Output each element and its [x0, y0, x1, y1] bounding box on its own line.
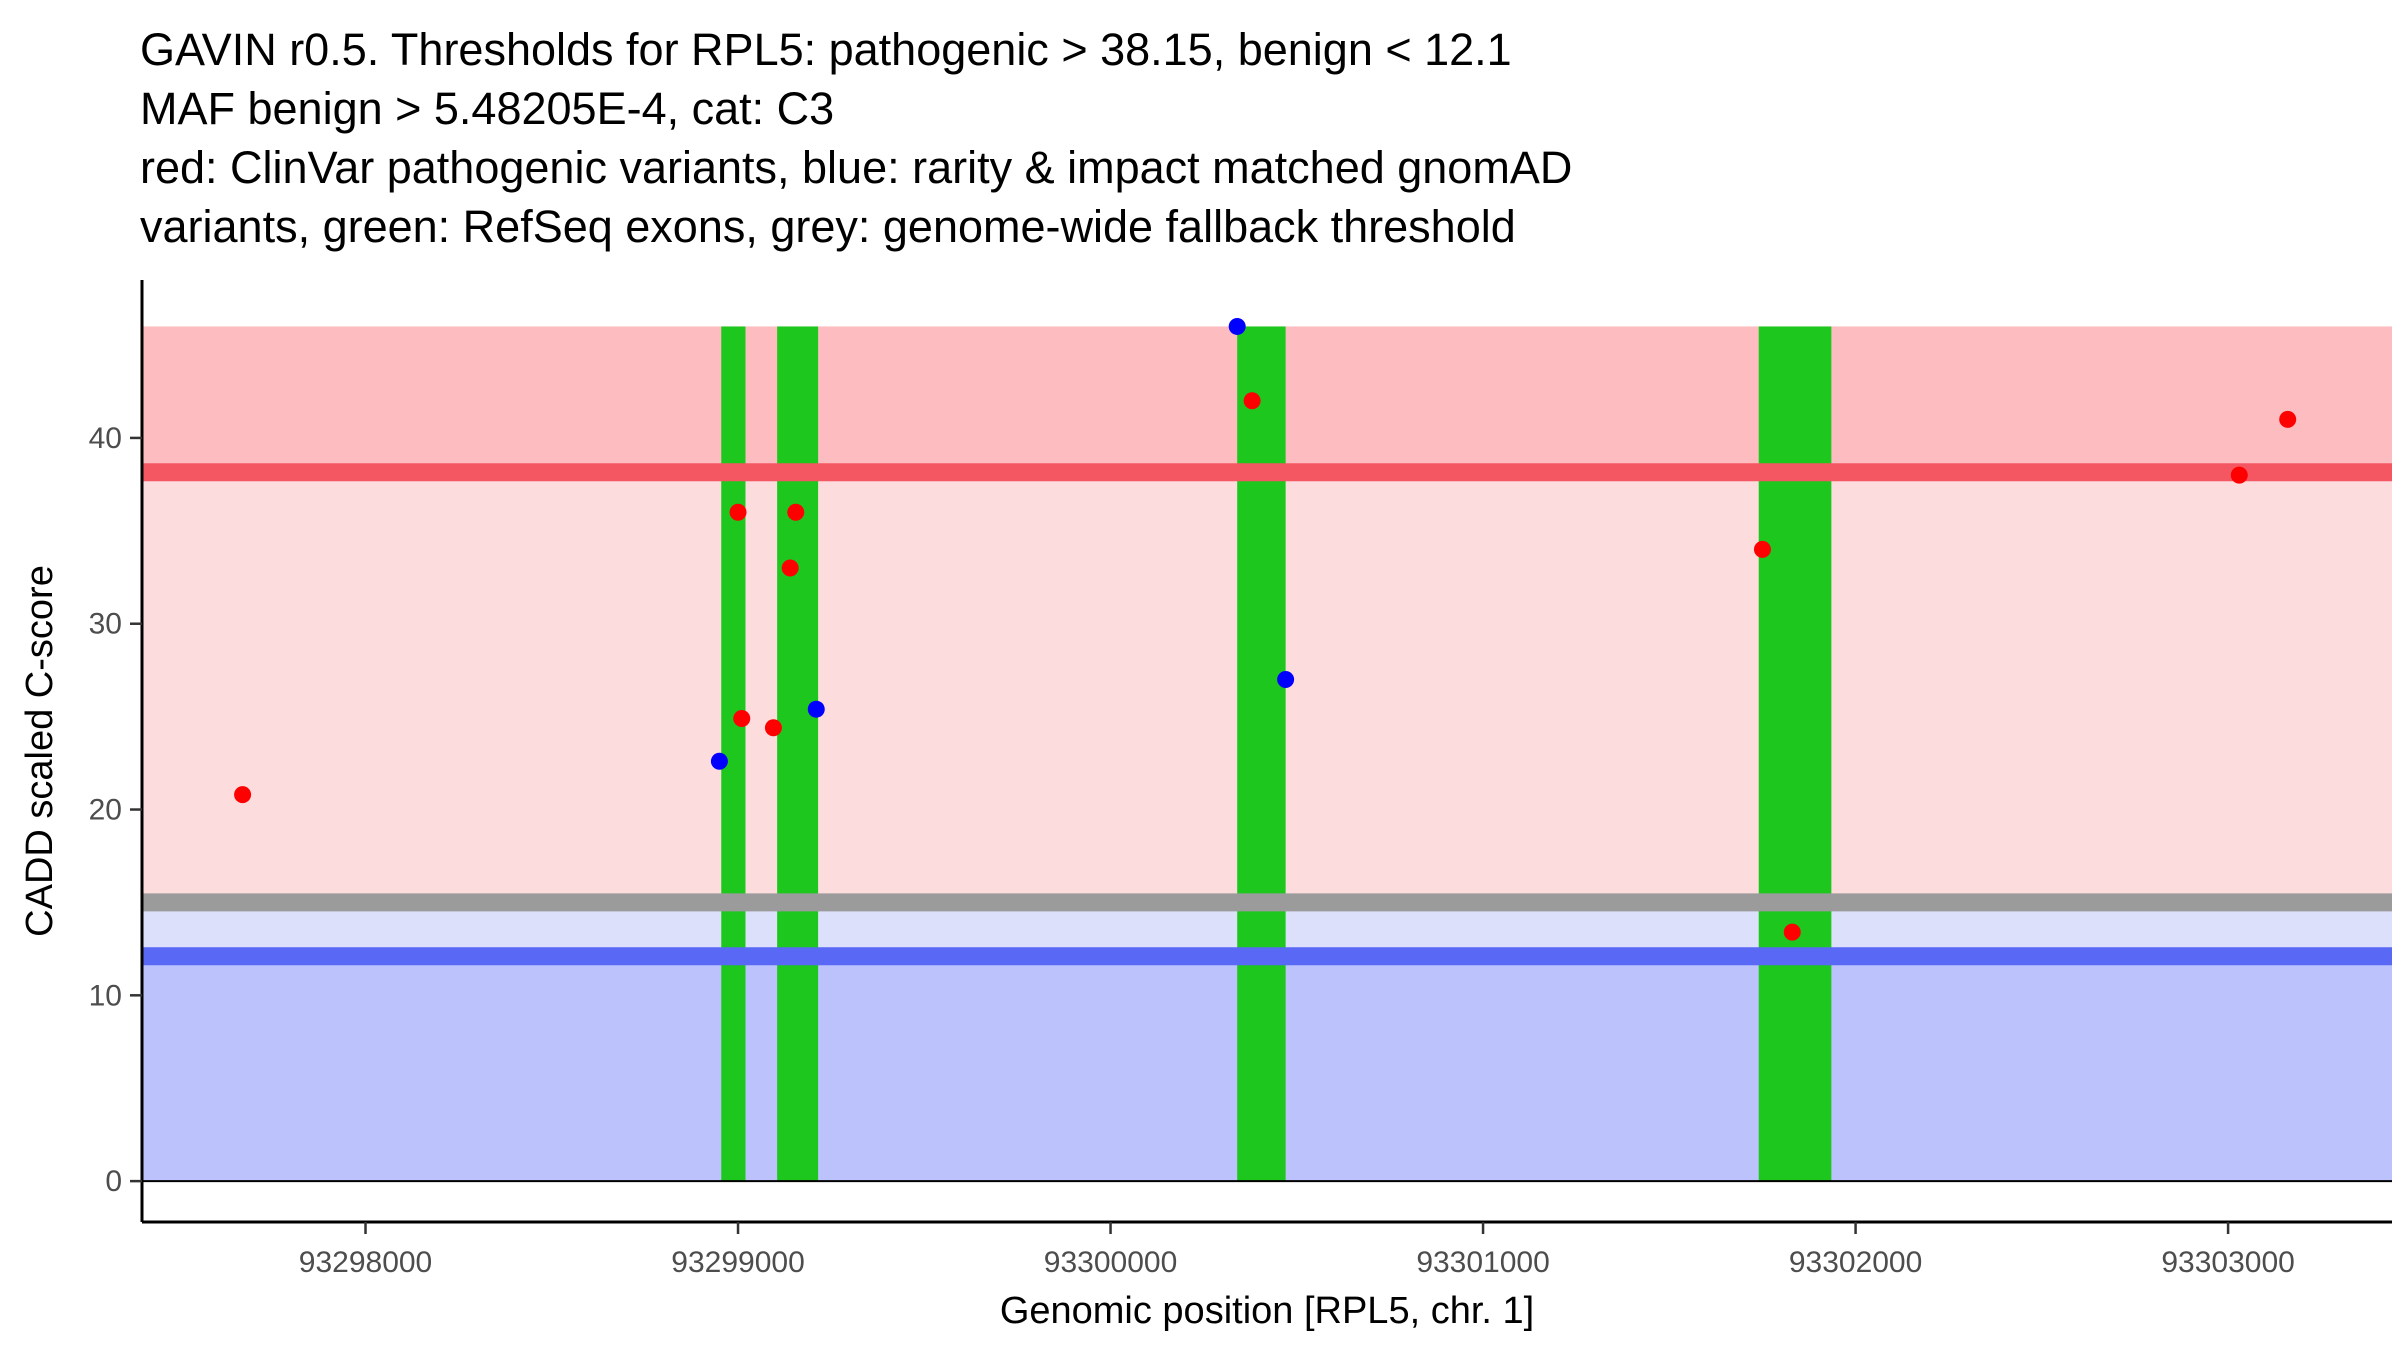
x-tick-label-93303000: 93303000 — [2161, 1246, 2294, 1279]
exon-bar-3 — [1237, 326, 1286, 1182]
title-line-3: red: ClinVar pathogenic variants, blue: … — [140, 142, 1573, 193]
clinvar-point-1 — [234, 786, 252, 804]
y-tick-label-30: 30 — [89, 608, 122, 641]
clinvar-point-10 — [2230, 466, 2248, 484]
y-tick-label-10: 10 — [89, 979, 122, 1012]
chart-title: GAVIN r0.5. Thresholds for RPL5: pathoge… — [140, 20, 1572, 256]
clinvar-point-8 — [1753, 540, 1771, 558]
title-line-1: GAVIN r0.5. Thresholds for RPL5: pathoge… — [140, 24, 1512, 75]
title-line-4: variants, green: RefSeq exons, grey: gen… — [140, 201, 1516, 252]
clinvar-point-5 — [781, 559, 799, 577]
exon-bar-2 — [777, 326, 819, 1182]
threshold-lines — [142, 463, 2392, 1183]
clinvar-point-9 — [1783, 923, 1801, 941]
y-tick-label-40: 40 — [89, 422, 122, 455]
x-axis-ticks: 93298000 93299000 93300000 93301000 93302000… — [299, 1222, 2295, 1279]
x-tick-label-93298000: 93298000 — [299, 1246, 432, 1279]
clinvar-point-3 — [733, 709, 751, 727]
clinvar-point-11 — [2279, 410, 2297, 428]
exon-bar-1 — [721, 326, 746, 1182]
gnomad-point-3 — [1228, 317, 1246, 335]
x-tick-label-93302000: 93302000 — [1789, 1246, 1922, 1279]
gnomad-point-1 — [710, 752, 728, 770]
y-tick-label-20: 20 — [89, 794, 122, 827]
x-axis-title: Genomic position [RPL5, chr. 1] — [1000, 1290, 1534, 1332]
clinvar-point-6 — [787, 503, 805, 521]
gnomad-point-4 — [1277, 670, 1295, 688]
data-points — [234, 317, 2297, 941]
clinvar-point-4 — [764, 719, 782, 737]
x-tick-label-93300000: 93300000 — [1044, 1246, 1177, 1279]
y-axis-title: CADD scaled C-score — [19, 565, 61, 937]
x-tick-label-93301000: 93301000 — [1416, 1246, 1549, 1279]
clinvar-point-7 — [1243, 392, 1261, 410]
y-tick-label-0: 0 — [105, 1165, 122, 1198]
exon-bar-4 — [1758, 326, 1832, 1182]
gnomad-point-2 — [807, 700, 825, 718]
x-tick-label-93299000: 93299000 — [671, 1246, 804, 1279]
clinvar-point-2 — [729, 503, 747, 521]
axes: 0 10 20 30 40 93298000 93299000 93300000 933010… — [89, 280, 2392, 1279]
title-line-2: MAF benign > 5.48205E-4, cat: C3 — [140, 83, 835, 134]
y-axis-ticks: 0 10 20 30 40 — [89, 422, 142, 1198]
